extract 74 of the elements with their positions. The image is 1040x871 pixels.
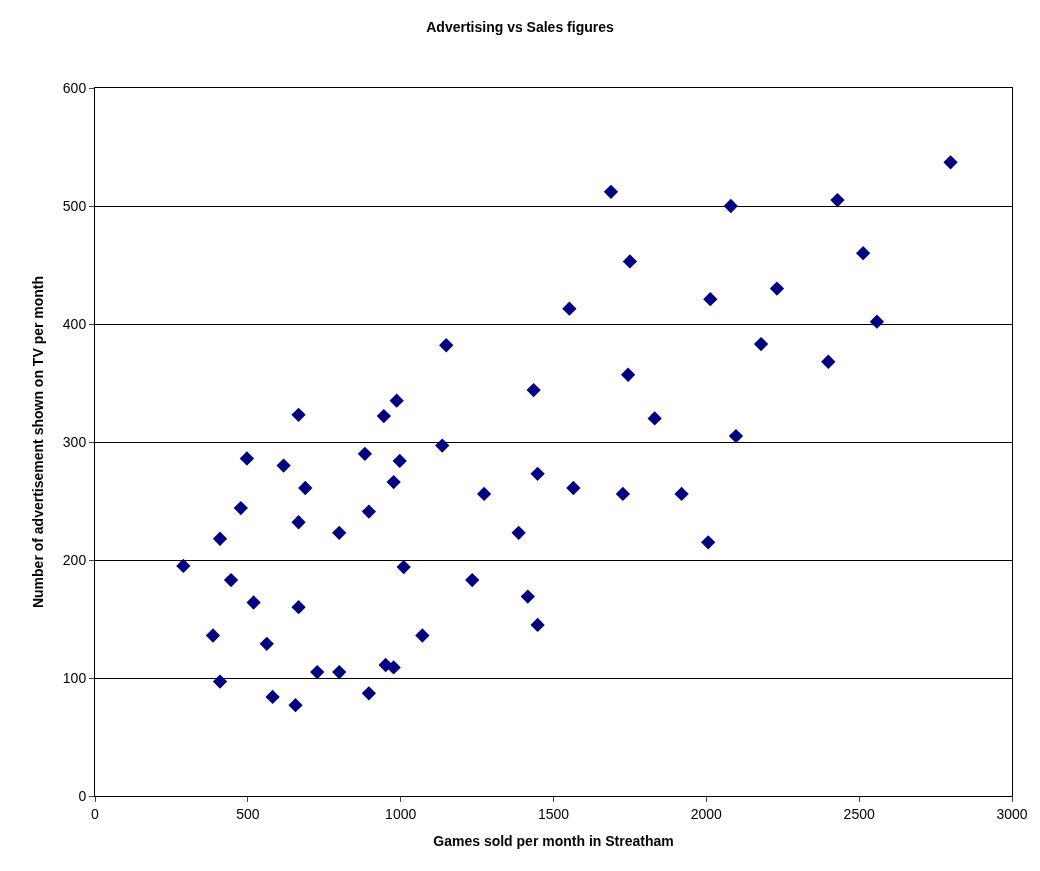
- point: [361, 504, 377, 519]
- y-tick-label: 0: [78, 787, 87, 804]
- point: [647, 411, 662, 426]
- y-tick-label: 300: [62, 433, 87, 450]
- point: [869, 314, 885, 329]
- point: [265, 689, 280, 705]
- point: [386, 474, 401, 490]
- y-tick-label: 100: [62, 669, 87, 686]
- point: [291, 515, 306, 530]
- point: [620, 367, 636, 382]
- point: [511, 525, 526, 541]
- point: [233, 500, 248, 516]
- y-tick-label: 600: [62, 79, 87, 96]
- point: [728, 428, 744, 444]
- point: [361, 686, 377, 701]
- x-tick-label: 1500: [537, 805, 570, 822]
- point: [276, 458, 291, 473]
- point: [566, 480, 581, 496]
- point: [603, 184, 619, 199]
- point: [310, 664, 325, 680]
- x-tick-label: 0: [91, 805, 100, 822]
- chart-title: Advertising vs Sales figures: [426, 18, 614, 35]
- point: [615, 486, 631, 502]
- point: [753, 336, 769, 352]
- x-tick-label: 2500: [843, 805, 875, 822]
- point: [821, 354, 836, 369]
- point: [520, 589, 535, 604]
- point: [701, 535, 716, 550]
- y-axis-title: Number of advertisement shown on TV per month: [30, 275, 47, 609]
- point: [176, 558, 191, 574]
- point: [239, 451, 255, 466]
- point: [855, 246, 871, 261]
- x-tick-label: 1000: [385, 805, 417, 822]
- point: [246, 595, 261, 610]
- y-tick-label: 500: [62, 197, 87, 214]
- x-tick-label: 500: [236, 805, 260, 822]
- point: [357, 446, 373, 461]
- point: [332, 525, 347, 541]
- point: [723, 198, 738, 214]
- point: [288, 697, 303, 713]
- point: [389, 393, 404, 408]
- point: [291, 407, 306, 423]
- point: [674, 486, 689, 502]
- point: [212, 674, 228, 689]
- point: [386, 660, 401, 675]
- point: [396, 559, 411, 575]
- point: [435, 438, 450, 453]
- x-tick-label: 3000: [996, 805, 1028, 822]
- point: [205, 628, 221, 643]
- point: [223, 572, 239, 588]
- point: [562, 301, 577, 316]
- point: [298, 480, 313, 496]
- x-axis-title: Games sold per month in Streatham: [433, 833, 674, 850]
- point: [530, 617, 545, 633]
- point: [476, 486, 492, 502]
- y-tick-label: 400: [62, 315, 87, 332]
- point: [392, 453, 407, 469]
- point: [622, 254, 638, 269]
- point: [291, 600, 306, 615]
- x-tick-label: 2000: [690, 805, 723, 822]
- point: [259, 636, 274, 651]
- point: [769, 281, 785, 296]
- point: [465, 572, 480, 588]
- point: [526, 382, 541, 398]
- point: [376, 408, 391, 424]
- y-tick-label: 200: [62, 551, 87, 568]
- point: [212, 531, 228, 546]
- point: [703, 292, 718, 307]
- point: [415, 628, 430, 643]
- point: [530, 466, 545, 482]
- point: [943, 155, 958, 170]
- point: [439, 338, 454, 353]
- point: [830, 192, 845, 208]
- point: [332, 664, 347, 680]
